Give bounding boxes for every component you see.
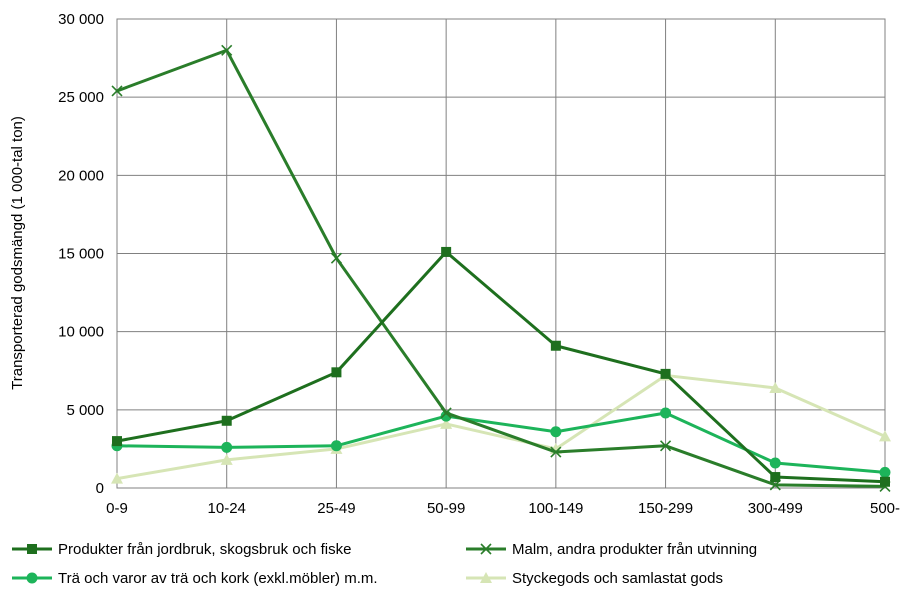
legend-marker — [26, 572, 38, 584]
y-axis-ticks: 0 5 000 10 000 15 000 20 000 25 000 30 000 — [58, 11, 104, 497]
legend-label: Styckegods och samlastat gods — [512, 570, 723, 587]
x-tick-label: 10-24 — [208, 500, 246, 517]
data-point — [770, 472, 781, 483]
data-point — [331, 367, 342, 378]
data-point — [330, 440, 342, 452]
series-group — [111, 44, 891, 493]
series-line — [116, 373, 886, 481]
y-tick-label: 5 000 — [66, 402, 104, 419]
data-point — [769, 457, 781, 469]
data-point — [550, 340, 561, 351]
legend-label: Produkter från jordbruk, skogsbruk och f… — [58, 541, 351, 558]
data-point — [440, 417, 453, 429]
x-tick-label: 100-149 — [528, 500, 583, 517]
data-point — [330, 252, 342, 264]
plot-border — [116, 18, 886, 489]
x-tick-label: 25-49 — [317, 500, 355, 517]
data-point — [112, 436, 122, 447]
data-point — [111, 472, 123, 484]
x-axis-ticks: 0-9 10-24 25-49 50-99 100-149 150-299 300-499 5… — [106, 500, 900, 517]
data-point — [111, 85, 123, 97]
data-point — [221, 415, 232, 426]
y-tick-label: 25 000 — [58, 89, 104, 106]
x-tick-label: 0-9 — [106, 500, 128, 517]
x-tick-label: 500- — [870, 500, 900, 517]
data-point — [440, 407, 452, 419]
data-point — [769, 381, 782, 393]
data-point — [221, 44, 233, 56]
data-point — [441, 246, 452, 257]
legend-item: Trä och varor av trä och kork (exkl.möbl… — [12, 570, 378, 587]
data-point — [660, 440, 672, 452]
plot-area — [111, 18, 891, 493]
data-point — [880, 476, 890, 487]
legend-marker — [480, 543, 492, 555]
x-tick-label: 50-99 — [427, 500, 465, 517]
legend-marker — [27, 544, 37, 554]
legend-marker — [480, 572, 492, 583]
legend-item: Produkter från jordbruk, skogsbruk och f… — [12, 541, 351, 558]
data-point — [221, 441, 233, 453]
data-point — [660, 407, 672, 419]
data-point — [550, 426, 562, 438]
y-tick-label: 10 000 — [58, 324, 104, 341]
legend-item: Malm, andra produkter från utvinning — [466, 541, 757, 558]
series-line — [116, 250, 886, 484]
series-line — [116, 411, 886, 474]
y-axis-title: Transporterad godsmängd (1 000-tal ton) — [9, 116, 26, 390]
data-point — [220, 453, 233, 465]
series-line — [116, 48, 886, 488]
x-tick-label: 150-299 — [638, 500, 693, 517]
y-tick-label: 15 000 — [58, 246, 104, 263]
series-2 — [111, 44, 891, 493]
legend-item: Styckegods och samlastat gods — [466, 570, 723, 587]
data-point — [879, 430, 891, 442]
y-tick-label: 0 — [96, 480, 104, 497]
series-1 — [112, 246, 890, 487]
data-point — [660, 368, 671, 379]
x-tick-label: 300-499 — [748, 500, 803, 517]
data-point — [879, 466, 891, 478]
legend: Produkter från jordbruk, skogsbruk och f… — [12, 541, 757, 587]
legend-label: Malm, andra produkter från utvinning — [512, 541, 757, 558]
legend-label: Trä och varor av trä och kork (exkl.möbl… — [58, 570, 378, 587]
data-point — [550, 446, 562, 458]
y-tick-label: 20 000 — [58, 167, 104, 184]
y-tick-label: 30 000 — [58, 11, 104, 28]
